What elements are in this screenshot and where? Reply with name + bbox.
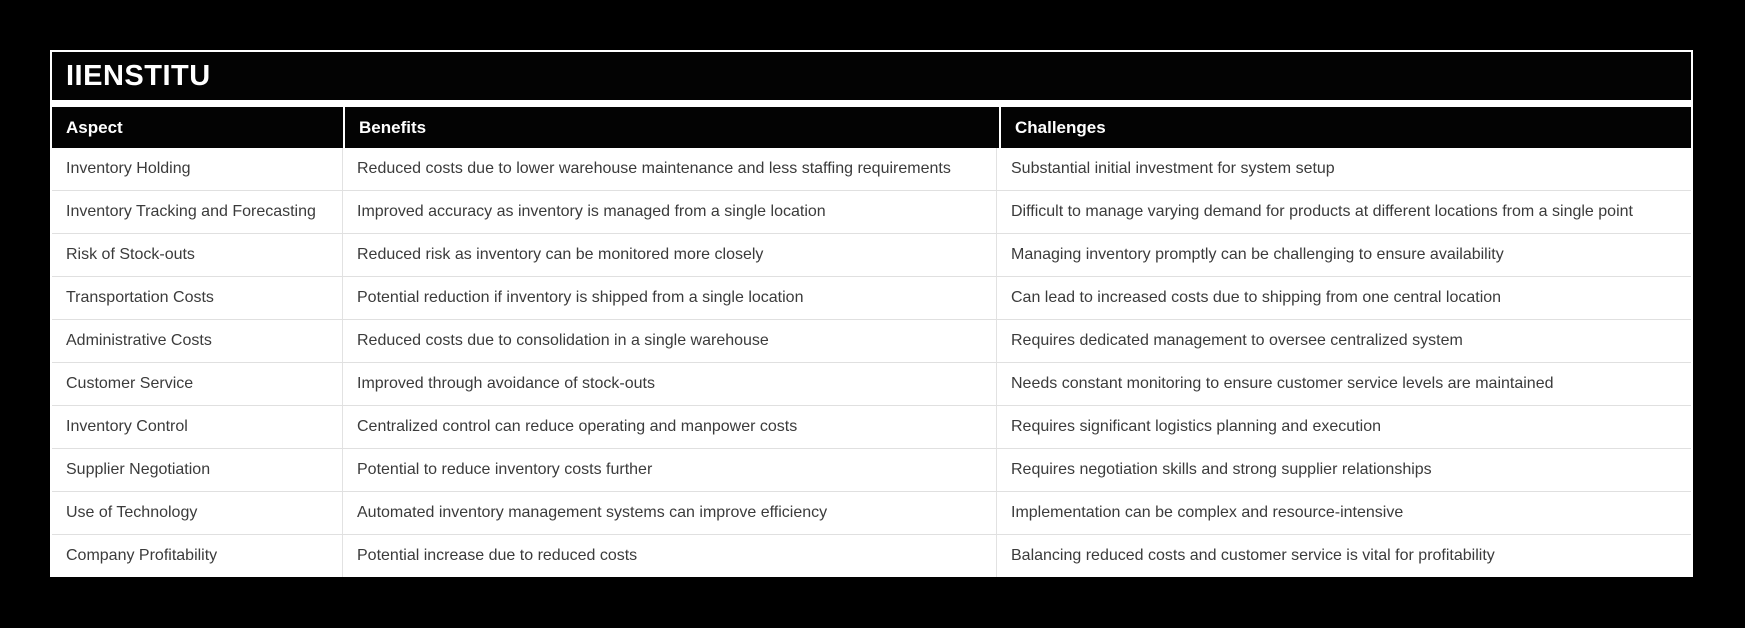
aspect-cell: Inventory Control bbox=[52, 406, 343, 448]
benefits-cell: Reduced risk as inventory can be monitor… bbox=[343, 234, 997, 276]
benefits-cell: Automated inventory management systems c… bbox=[343, 492, 997, 534]
challenges-cell: Needs constant monitoring to ensure cust… bbox=[1011, 375, 1554, 392]
challenges-cell: Can lead to increased costs due to shipp… bbox=[1011, 289, 1502, 306]
challenges-cell: Substantial initial investment for syste… bbox=[1011, 160, 1335, 177]
aspect-cell: Administrative Costs bbox=[52, 320, 343, 362]
challenges-cell: Difficult to manage varying demand for p… bbox=[1011, 203, 1633, 220]
table-row: Inventory Control Centralized control ca… bbox=[52, 406, 1691, 449]
challenges-cell: Requires significant logistics planning … bbox=[1011, 418, 1381, 435]
aspect-cell: Transportation Costs bbox=[52, 277, 343, 319]
aspect-cell: Customer Service bbox=[52, 363, 343, 405]
table-row: Inventory Holding Reduced costs due to l… bbox=[52, 148, 1691, 191]
challenges-cell: Requires negotiation skills and strong s… bbox=[1011, 461, 1432, 478]
column-header-aspect: Aspect bbox=[52, 107, 343, 148]
aspect-cell: Supplier Negotiation bbox=[52, 449, 343, 491]
column-header-challenges: Challenges bbox=[1001, 107, 1691, 148]
table-body: Inventory Holding Reduced costs due to l… bbox=[52, 148, 1691, 577]
table-row: Inventory Tracking and Forecasting Impro… bbox=[52, 191, 1691, 234]
benefits-cell: Reduced costs due to lower warehouse mai… bbox=[343, 148, 997, 190]
brand-bar: IIENSTITU bbox=[52, 52, 1691, 100]
benefits-cell: Improved accuracy as inventory is manage… bbox=[343, 191, 997, 233]
aspect-cell: Inventory Tracking and Forecasting bbox=[52, 191, 343, 233]
challenges-cell: Requires dedicated management to oversee… bbox=[1011, 332, 1463, 349]
challenges-cell: Managing inventory promptly can be chall… bbox=[1011, 246, 1504, 263]
benefits-cell: Potential reduction if inventory is ship… bbox=[343, 277, 997, 319]
benefits-cell: Improved through avoidance of stock-outs bbox=[343, 363, 997, 405]
table-card: IIENSTITU Aspect Benefits Challenges Inv… bbox=[50, 50, 1693, 577]
table-row: Use of Technology Automated inventory ma… bbox=[52, 492, 1691, 535]
benefits-cell: Potential increase due to reduced costs bbox=[343, 535, 997, 577]
aspect-cell: Inventory Holding bbox=[52, 148, 343, 190]
table-header-row: Aspect Benefits Challenges bbox=[52, 107, 1691, 148]
aspect-cell: Company Profitability bbox=[52, 535, 343, 577]
table-row: Risk of Stock-outs Reduced risk as inven… bbox=[52, 234, 1691, 277]
table-row: Supplier Negotiation Potential to reduce… bbox=[52, 449, 1691, 492]
aspect-cell: Risk of Stock-outs bbox=[52, 234, 343, 276]
benefits-cell: Reduced costs due to consolidation in a … bbox=[343, 320, 997, 362]
table-row: Customer Service Improved through avoida… bbox=[52, 363, 1691, 406]
brand-title: IIENSTITU bbox=[66, 59, 211, 92]
challenges-cell: Balancing reduced costs and customer ser… bbox=[1011, 547, 1495, 564]
benefits-cell: Centralized control can reduce operating… bbox=[343, 406, 997, 448]
column-header-benefits: Benefits bbox=[345, 107, 999, 148]
table-row: Company Profitability Potential increase… bbox=[52, 535, 1691, 577]
challenges-cell: Implementation can be complex and resour… bbox=[1011, 504, 1404, 521]
benefits-cell: Potential to reduce inventory costs furt… bbox=[343, 449, 997, 491]
aspect-cell: Use of Technology bbox=[52, 492, 343, 534]
table-row: Administrative Costs Reduced costs due t… bbox=[52, 320, 1691, 363]
table-row: Transportation Costs Potential reduction… bbox=[52, 277, 1691, 320]
